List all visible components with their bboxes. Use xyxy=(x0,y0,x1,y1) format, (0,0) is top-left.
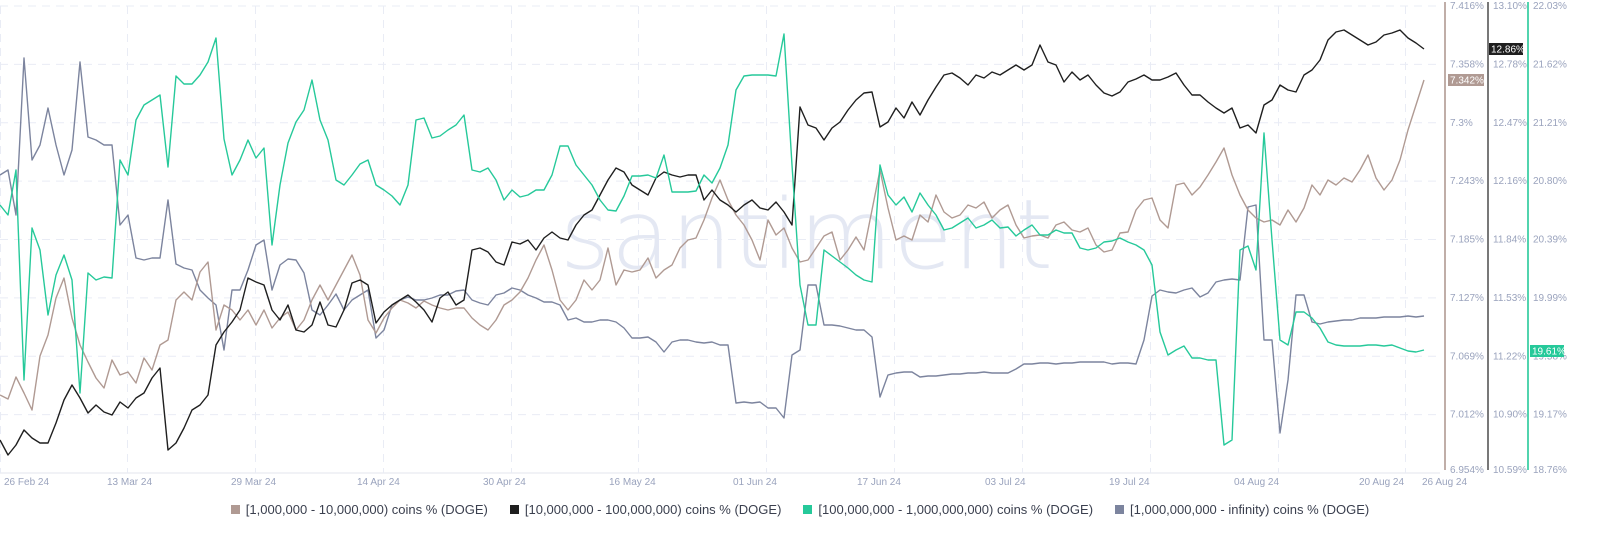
y-tick-label: 7.3% xyxy=(1450,118,1473,129)
y-tick-label: 7.243% xyxy=(1450,176,1484,187)
y-tick-label: 12.47% xyxy=(1493,118,1527,129)
last-value-badge-text: 7.342% xyxy=(1450,76,1484,87)
x-tick-label: 14 Apr 24 xyxy=(357,477,400,488)
series-layer[interactable] xyxy=(0,29,1425,456)
chart-legend: [1,000,000 - 10,000,000) coins % (DOGE) … xyxy=(0,502,1600,517)
y-axes: 7.416% 7.358% 7.3% 7.243% 7.185% 7.127% 7.069%… xyxy=(1444,1,1567,476)
x-tick-label: 03 Jul 24 xyxy=(985,477,1026,488)
y-tick-label: 12.16% xyxy=(1493,176,1527,187)
x-tick-label: 20 Aug 24 xyxy=(1359,477,1404,488)
y-tick-label: 12.78% xyxy=(1493,59,1527,70)
y-tick-label: 6.954% xyxy=(1450,465,1484,476)
y-tick-label: 19.17% xyxy=(1533,410,1567,421)
y-tick-label: 11.22% xyxy=(1493,351,1526,362)
x-tick-label: 26 Feb 24 xyxy=(4,477,49,488)
series-line[interactable] xyxy=(0,79,1425,411)
y-tick-label: 11.53% xyxy=(1493,293,1526,304)
legend-swatch-icon xyxy=(803,505,813,514)
x-tick-label: 04 Aug 24 xyxy=(1234,477,1279,488)
series-line[interactable] xyxy=(0,57,1425,434)
x-axis: 26 Feb 24 13 Mar 24 29 Mar 24 14 Apr 24 30 A… xyxy=(4,477,1467,488)
y-tick-label: 7.416% xyxy=(1450,1,1484,12)
y-tick-label: 7.069% xyxy=(1450,351,1484,362)
legend-item-1b-infinity[interactable]: [1,000,000,000 - infinity) coins % (DOGE… xyxy=(1115,502,1369,517)
y-tick-label: 10.59% xyxy=(1493,465,1527,476)
x-tick-label: 29 Mar 24 xyxy=(231,477,276,488)
last-value-badge xyxy=(1530,345,1564,357)
y-tick-label: 7.012% xyxy=(1450,410,1484,421)
last-value-badge-text: 19.61% xyxy=(1532,347,1566,358)
y-tick-label: 11.84% xyxy=(1493,235,1526,246)
y-tick-label: 13.10% xyxy=(1493,1,1527,12)
y-tick-label: 21.21% xyxy=(1533,118,1567,129)
last-value-badge xyxy=(1448,74,1484,86)
x-tick-label: 17 Jun 24 xyxy=(857,477,901,488)
legend-item-100m-1b[interactable]: [100,000,000 - 1,000,000,000) coins % (D… xyxy=(803,502,1093,517)
last-value-badge-text: 12.86% xyxy=(1491,45,1525,56)
last-value-badge xyxy=(1489,43,1523,55)
x-tick-label: 01 Jun 24 xyxy=(733,477,777,488)
x-tick-label: 26 Aug 24 xyxy=(1422,477,1467,488)
x-tick-label: 19 Jul 24 xyxy=(1109,477,1150,488)
series-line[interactable] xyxy=(0,29,1425,456)
y-tick-label: 20.80% xyxy=(1533,176,1567,187)
legend-item-1m-10m[interactable]: [1,000,000 - 10,000,000) coins % (DOGE) xyxy=(230,502,488,517)
legend-label: [10,000,000 - 100,000,000) coins % (DOGE… xyxy=(524,502,782,517)
y-tick-label: 7.358% xyxy=(1450,59,1484,70)
y-tick-label: 20.39% xyxy=(1533,235,1567,246)
x-tick-label: 30 Apr 24 xyxy=(483,477,526,488)
legend-label: [1,000,000 - 10,000,000) coins % (DOGE) xyxy=(245,502,488,517)
y-tick-label: 19.99% xyxy=(1533,293,1567,304)
x-tick-label: 16 May 24 xyxy=(609,477,656,488)
y-tick-label: 18.76% xyxy=(1533,465,1567,476)
y-tick-label: 21.62% xyxy=(1533,59,1567,70)
y-tick-label: 22.03% xyxy=(1533,1,1567,12)
line-chart: santiment 7.416%7.358%7.3%7.243%7.185%7.… xyxy=(0,1,1567,488)
legend-swatch-icon xyxy=(1115,505,1125,514)
legend-swatch-icon xyxy=(230,505,240,514)
legend-label: [1,000,000,000 - infinity) coins % (DOGE… xyxy=(1130,502,1370,517)
x-tick-label: 13 Mar 24 xyxy=(107,477,152,488)
y-tick-label: 7.127% xyxy=(1450,293,1484,304)
legend-label: [100,000,000 - 1,000,000,000) coins % (D… xyxy=(818,502,1094,517)
y-tick-label: 10.90% xyxy=(1493,410,1527,421)
grid-lines xyxy=(0,5,1440,474)
santiment-watermark: santiment xyxy=(560,179,1054,291)
series-line[interactable] xyxy=(0,33,1425,446)
legend-item-10m-100m[interactable]: [10,000,000 - 100,000,000) coins % (DOGE… xyxy=(509,502,782,517)
y-tick-label: 7.185% xyxy=(1450,235,1484,246)
legend-swatch-icon xyxy=(509,505,519,514)
